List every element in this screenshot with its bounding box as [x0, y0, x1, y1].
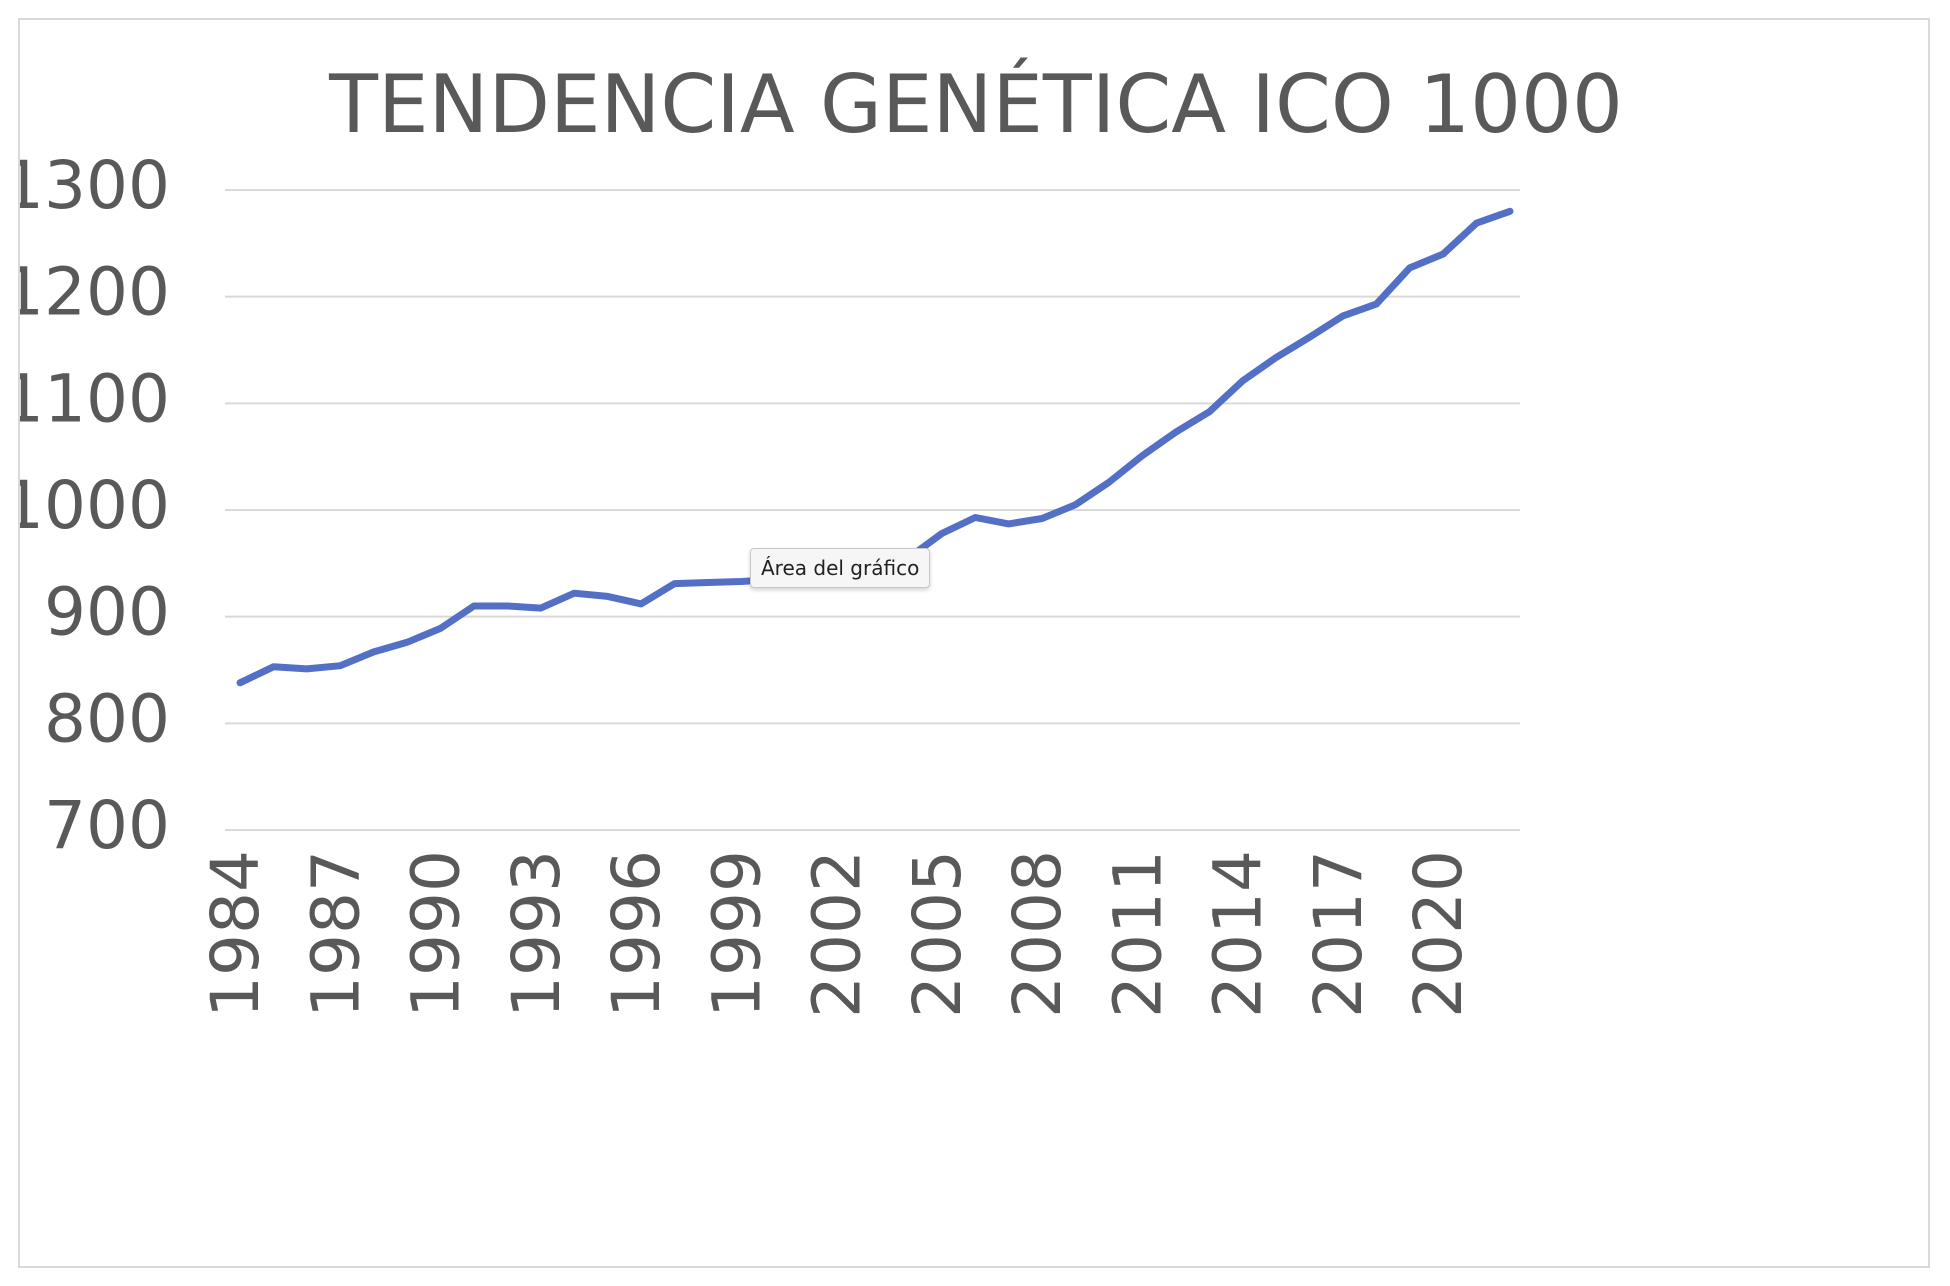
y-tick-label: 1200: [20, 254, 170, 331]
data-point[interactable]: [604, 593, 611, 600]
y-tick-label: 700: [44, 787, 170, 864]
data-point[interactable]: [1507, 208, 1513, 215]
data-point[interactable]: [571, 590, 578, 597]
data-point[interactable]: [537, 605, 544, 612]
data-point[interactable]: [270, 663, 277, 670]
data-point[interactable]: [1005, 520, 1012, 527]
data-point[interactable]: [1306, 334, 1313, 341]
x-tick-label: 2017: [1300, 850, 1377, 1018]
chart-area[interactable]: TENDENCIA GENÉTICA ICO 1000 1300 1200 1100…: [18, 18, 1930, 1268]
data-point[interactable]: [303, 665, 310, 672]
series-layer: [236, 207, 1514, 687]
data-point[interactable]: [1473, 220, 1480, 227]
data-point[interactable]: [671, 580, 678, 587]
data-point[interactable]: [504, 603, 511, 609]
data-point[interactable]: [1239, 377, 1246, 384]
data-point[interactable]: [972, 514, 979, 521]
x-tick-label: 1996: [598, 850, 675, 1018]
data-point[interactable]: [638, 600, 645, 607]
data-point[interactable]: [1172, 429, 1179, 436]
data-point[interactable]: [1373, 301, 1380, 308]
data-point[interactable]: [437, 625, 444, 632]
data-point[interactable]: [337, 662, 344, 669]
y-tick-label: 1300: [20, 147, 170, 224]
y-tick-label: 900: [44, 574, 170, 651]
data-point[interactable]: [1139, 452, 1146, 459]
y-tick-label: 1000: [20, 467, 170, 544]
data-point[interactable]: [404, 639, 411, 646]
x-axis-tick-labels: 1984 1987 1990 1993 1996 1999 2002 2005 2008 2011…: [197, 850, 1477, 1018]
data-point[interactable]: [370, 648, 377, 655]
data-point[interactable]: [470, 603, 477, 609]
line-chart: TENDENCIA GENÉTICA ICO 1000 1300 1200 1100…: [20, 57, 1623, 1018]
data-point[interactable]: [1105, 479, 1112, 486]
data-point[interactable]: [738, 578, 745, 585]
data-point[interactable]: [237, 679, 243, 686]
x-tick-label: 2011: [1099, 850, 1176, 1018]
x-tick-label: 2005: [899, 850, 976, 1018]
data-point[interactable]: [1039, 515, 1046, 522]
data-point[interactable]: [704, 579, 711, 586]
x-tick-label: 2002: [799, 850, 876, 1018]
x-tick-label: 1993: [498, 850, 575, 1018]
data-point[interactable]: [1406, 264, 1413, 271]
data-point[interactable]: [1440, 251, 1447, 257]
x-tick-label: 2020: [1400, 850, 1477, 1018]
data-point[interactable]: [938, 530, 945, 537]
x-tick-label: 1984: [197, 850, 274, 1018]
x-tick-label: 1999: [698, 850, 775, 1018]
series-line[interactable]: [236, 207, 1514, 687]
data-point[interactable]: [1339, 312, 1346, 319]
x-tick-label: 2008: [999, 850, 1076, 1018]
chart-title: TENDENCIA GENÉTICA ICO 1000: [328, 57, 1623, 151]
data-point[interactable]: [1072, 501, 1079, 508]
x-tick-label: 1987: [297, 850, 374, 1018]
x-tick-label: 1990: [398, 850, 475, 1018]
chart-area-tooltip: Área del gráfico: [750, 548, 931, 588]
y-tick-label: 1100: [20, 360, 170, 437]
data-point[interactable]: [1273, 354, 1280, 361]
y-axis-tick-labels: 1300 1200 1100 1000 900 800 700: [20, 147, 170, 864]
data-point[interactable]: [1206, 408, 1213, 415]
gridlines: [225, 189, 1520, 831]
y-tick-label: 800: [44, 680, 170, 757]
x-tick-label: 2014: [1200, 850, 1277, 1018]
